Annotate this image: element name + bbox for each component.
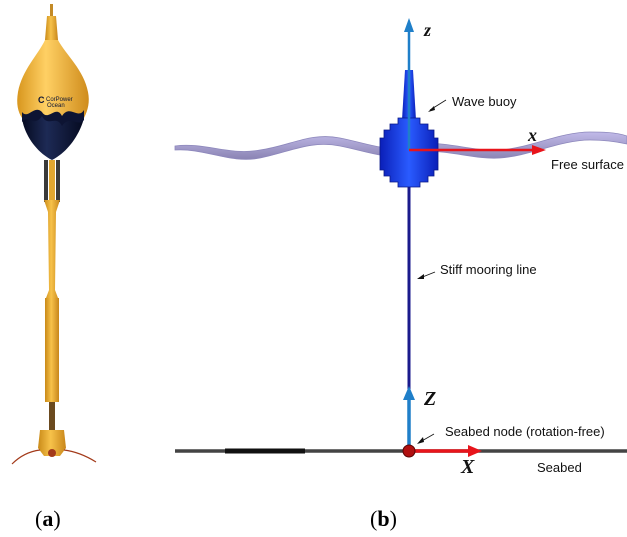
panel-a-buoy-photo: C CorPower Ocean bbox=[11, 4, 97, 465]
caption-b-open: ( bbox=[370, 506, 378, 531]
label-seabed-node: Seabed node (rotation-free) bbox=[445, 424, 605, 439]
axis-z-local-label: z bbox=[423, 20, 431, 40]
tether-cylinder bbox=[45, 298, 59, 402]
connector-rod-left bbox=[44, 160, 48, 202]
label-mooring: Stiff mooring line bbox=[440, 262, 537, 277]
hull-lower bbox=[22, 114, 84, 160]
anchor-base bbox=[38, 430, 66, 456]
caption-b: (b) bbox=[370, 506, 397, 532]
axis-z-local-arrowhead bbox=[404, 18, 414, 32]
hull-upper bbox=[17, 40, 89, 118]
axis-X-global-arrowhead bbox=[468, 445, 482, 457]
axis-x-local-label: x bbox=[527, 125, 537, 145]
caption-a-letter: a bbox=[42, 506, 54, 531]
caption-b-close: ) bbox=[389, 506, 397, 531]
axis-X-global-label: X bbox=[460, 456, 475, 478]
leader-wave-buoy-head bbox=[428, 106, 435, 112]
caption-b-letter: b bbox=[377, 506, 390, 531]
label-seabed: Seabed bbox=[537, 460, 582, 475]
hull-wave-band bbox=[22, 109, 84, 126]
connector-center bbox=[49, 160, 55, 202]
logo-text-1: CorPower bbox=[46, 97, 73, 103]
anchor-hub bbox=[48, 449, 56, 457]
axis-Z-global-arrowhead bbox=[403, 386, 415, 400]
seabed-node bbox=[402, 444, 416, 458]
caption-a-close: ) bbox=[53, 506, 61, 531]
leader-mooring-head bbox=[417, 274, 424, 279]
tether-upper bbox=[44, 200, 60, 298]
leader-seabed-node-head bbox=[417, 437, 424, 444]
tether-lower-rod bbox=[49, 402, 55, 430]
label-free-surface: Free surface bbox=[551, 157, 624, 172]
panel-b-model: z x Z X Wave buoy Free surface Stiff moo… bbox=[174, 18, 627, 478]
label-wave-buoy: Wave buoy bbox=[452, 94, 517, 109]
axis-x-local-arrowhead bbox=[532, 145, 546, 155]
connector-rod-right bbox=[56, 160, 60, 202]
logo-text-2: Ocean bbox=[47, 103, 65, 109]
axis-Z-global-label: Z bbox=[423, 388, 436, 410]
buoy-body bbox=[379, 117, 439, 188]
caption-a: (a) bbox=[35, 506, 61, 532]
free-surface bbox=[174, 131, 627, 160]
logo-mark: C bbox=[38, 95, 45, 105]
caption-a-open: ( bbox=[35, 506, 43, 531]
mast bbox=[45, 16, 58, 40]
mast-tip bbox=[50, 4, 53, 16]
anchor-chains bbox=[11, 449, 97, 465]
